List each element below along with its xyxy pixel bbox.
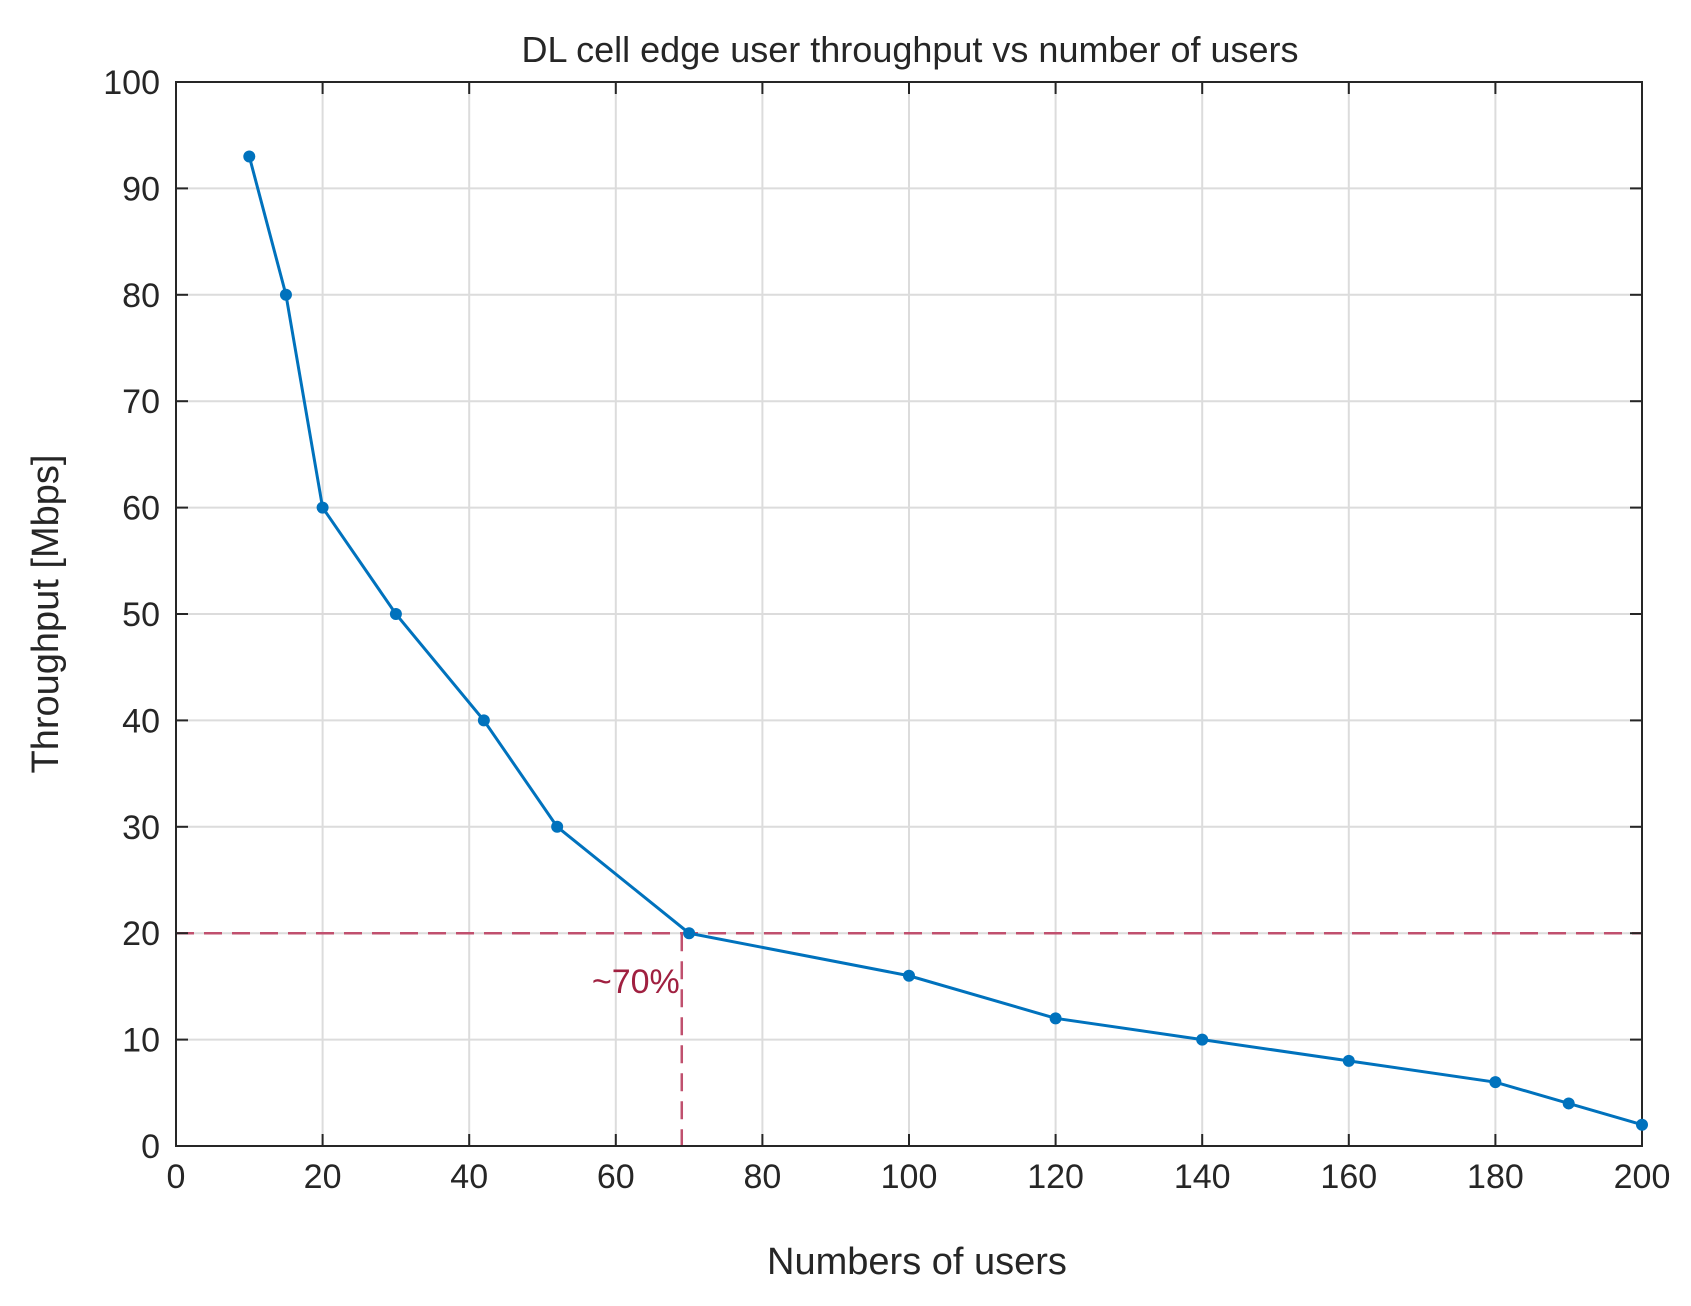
x-tick-label: 20 xyxy=(304,1158,342,1196)
data-point xyxy=(1562,1097,1575,1110)
y-tick-label: 20 xyxy=(122,915,160,953)
x-tick-label: 0 xyxy=(167,1158,186,1196)
reference-lines xyxy=(176,931,1642,1146)
y-tick-label: 80 xyxy=(122,277,160,315)
data-point xyxy=(477,714,490,727)
x-tick-label: 80 xyxy=(743,1158,781,1196)
y-tick-label: 40 xyxy=(122,702,160,740)
x-tick-label: 160 xyxy=(1320,1158,1377,1196)
data-point xyxy=(683,927,696,940)
data-point xyxy=(389,608,402,620)
x-tick-label: 180 xyxy=(1467,1158,1524,1196)
series-line xyxy=(247,156,1643,1127)
data-point xyxy=(1196,1033,1209,1046)
y-tick-label: 30 xyxy=(122,809,160,847)
data-point xyxy=(243,150,256,163)
data-series xyxy=(243,150,1648,1131)
y-tick-label: 50 xyxy=(122,596,160,634)
grid-lines xyxy=(176,82,1642,1146)
data-point xyxy=(551,820,564,833)
x-tick-label: 60 xyxy=(597,1158,635,1196)
y-tick-label: 90 xyxy=(122,170,160,208)
x-tick-label: 100 xyxy=(881,1158,938,1196)
chart-title: DL cell edge user throughput vs number o… xyxy=(521,29,1298,70)
y-axis-label: Throughput [Mbps] xyxy=(25,455,67,774)
y-tick-label: 10 xyxy=(122,1022,160,1060)
data-point xyxy=(903,969,915,982)
x-tick-label: 200 xyxy=(1614,1158,1671,1196)
data-point xyxy=(1049,1012,1062,1025)
x-axis-label: Numbers of users xyxy=(767,1241,1067,1283)
data-point xyxy=(316,501,329,514)
data-point xyxy=(1489,1076,1502,1089)
y-tick-label: 60 xyxy=(122,490,160,528)
y-tick-label: 0 xyxy=(141,1128,160,1166)
x-tick-label: 140 xyxy=(1174,1158,1231,1196)
y-tick-label: 70 xyxy=(122,383,160,421)
tick-labels: 0 20 40 60 80 100 120 140 160 180 200 0 10 20 30 40 50 60… xyxy=(103,64,1670,1196)
x-tick-label: 120 xyxy=(1027,1158,1084,1196)
y-tick-label: 100 xyxy=(103,64,160,102)
data-point xyxy=(279,288,292,301)
x-tick-label: 40 xyxy=(450,1158,488,1196)
axes xyxy=(175,81,1643,1147)
data-point xyxy=(1342,1054,1355,1067)
annotation-label: ~70% xyxy=(592,963,680,1001)
data-point xyxy=(1636,1118,1648,1131)
